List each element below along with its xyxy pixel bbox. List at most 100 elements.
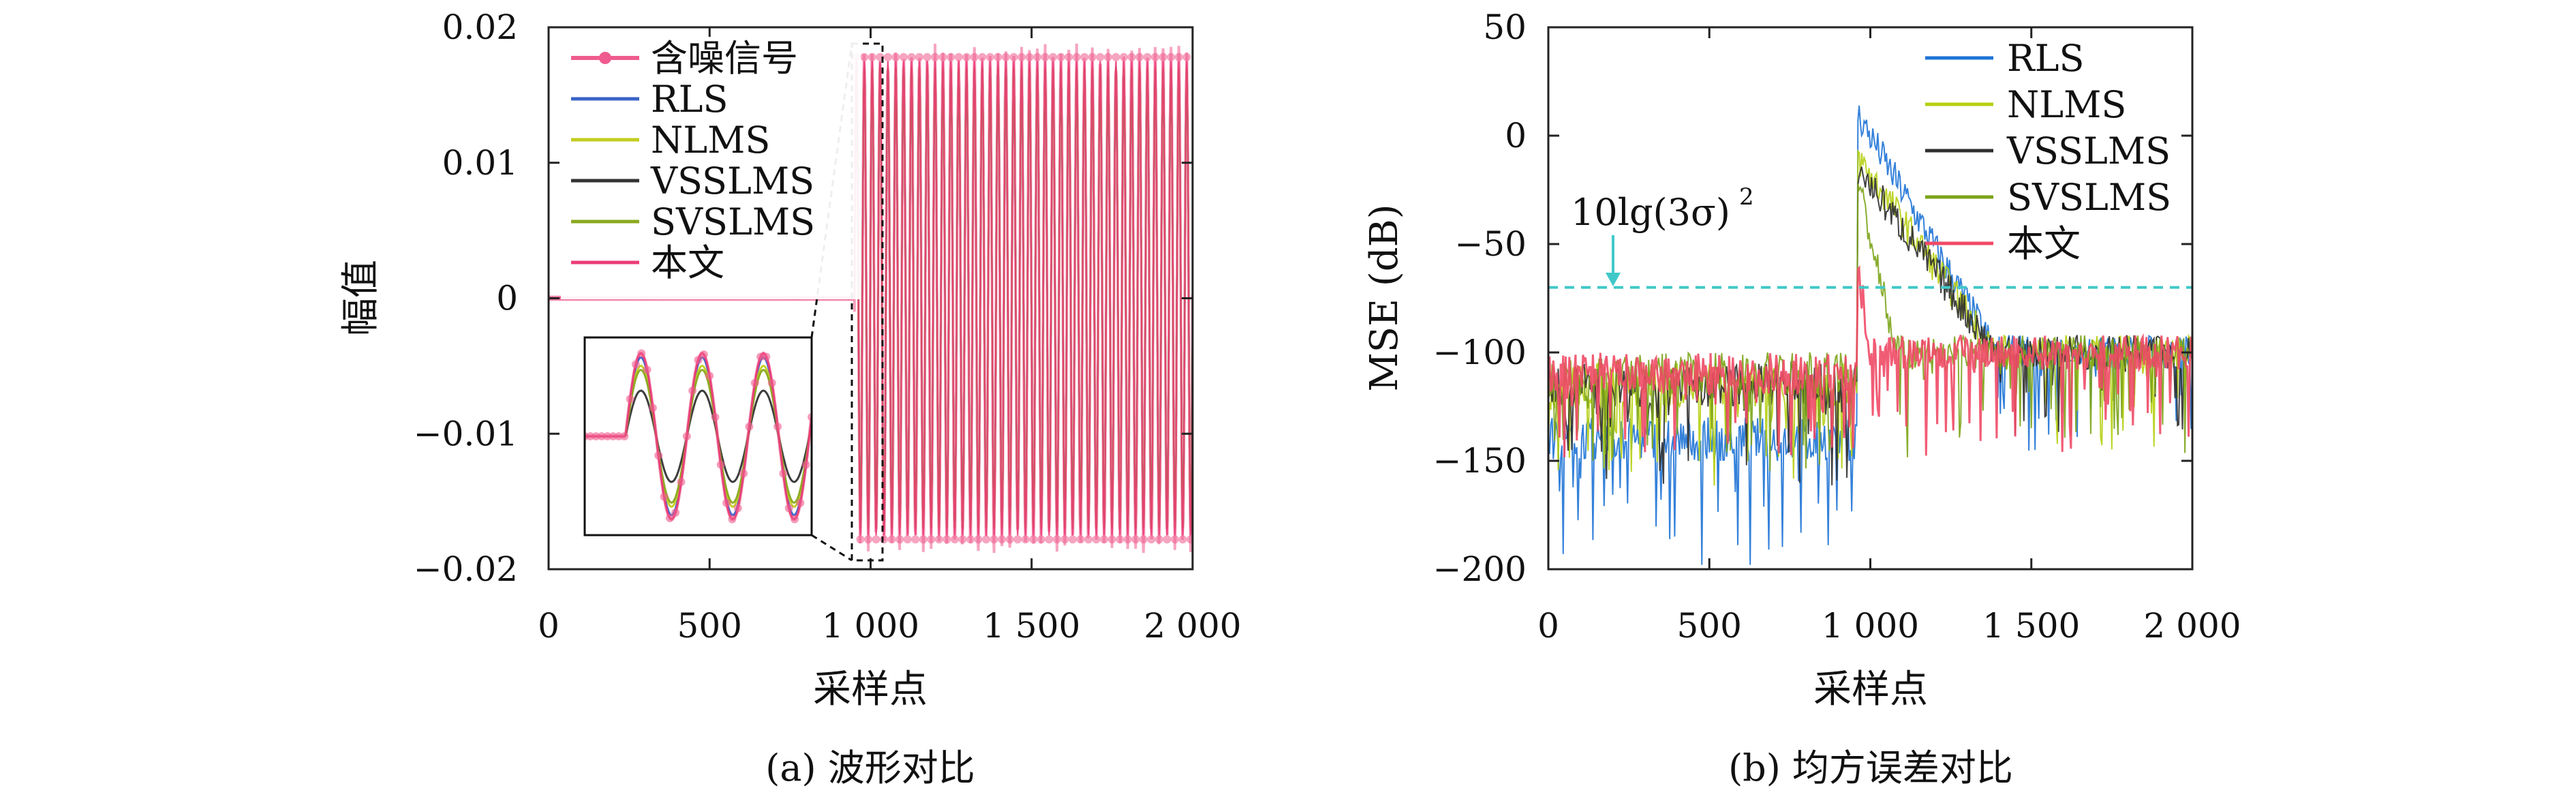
inset-noisy-point bbox=[631, 360, 640, 369]
inset-noisy-point bbox=[626, 395, 634, 404]
panel-a-xtick-label: 2 000 bbox=[1144, 606, 1241, 646]
legend-b-label-nlms: NLMS bbox=[2007, 83, 2126, 126]
panel-a-xtick-label: 0 bbox=[538, 606, 559, 646]
panel-a-xtick-label: 1 500 bbox=[983, 606, 1080, 646]
noisy-point bbox=[1123, 535, 1132, 544]
inset-noisy-point bbox=[767, 378, 776, 387]
noisy-point bbox=[1131, 535, 1140, 544]
noisy-point bbox=[958, 535, 967, 544]
legend-a-entry-noisy: 含噪信号 bbox=[571, 37, 798, 80]
noisy-point bbox=[903, 535, 912, 544]
legend-a-marker-noisy bbox=[599, 52, 611, 64]
legend-a-label-svslms: SVSLMS bbox=[651, 200, 815, 243]
noisy-point bbox=[1163, 535, 1171, 544]
noisy-point bbox=[1154, 535, 1163, 544]
inset-noisy-point bbox=[671, 508, 680, 517]
noisy-point bbox=[1096, 52, 1105, 61]
noisy-point bbox=[985, 52, 994, 61]
noisy-point bbox=[1033, 52, 1042, 61]
panel-a-ytick-label: 0 bbox=[496, 279, 518, 318]
noisy-point bbox=[994, 52, 1002, 61]
noisy-point bbox=[1076, 535, 1085, 544]
panel-a-ytick-label: −0.02 bbox=[414, 549, 518, 589]
inset-noisy-point bbox=[796, 498, 805, 507]
legend-b-entry-vsslms: VSSLMS bbox=[1925, 130, 2171, 172]
noisy-point bbox=[1017, 52, 1026, 61]
noisy-point bbox=[934, 535, 943, 544]
legend-a-entry-rls: RLS bbox=[571, 78, 729, 121]
inset-noisy-point bbox=[728, 515, 737, 524]
inset-noisy-point bbox=[654, 451, 663, 460]
noisy-point bbox=[1103, 52, 1112, 61]
panel-a-caption: (a) 波形对比 bbox=[765, 746, 975, 789]
legend-a-background bbox=[561, 37, 861, 299]
panel-a-xtick-label: 1 000 bbox=[822, 606, 919, 646]
noisy-point bbox=[1186, 535, 1193, 544]
mse-line-vsslms bbox=[1548, 166, 2192, 485]
inset-noisy-point bbox=[791, 515, 799, 524]
series-line-ours bbox=[549, 61, 1193, 536]
panel-b-ytick-label: −50 bbox=[1454, 224, 1527, 264]
noisy-point bbox=[1171, 535, 1180, 544]
noisy-point bbox=[1139, 535, 1148, 544]
panel-b-xlabel: 采样点 bbox=[1813, 667, 1928, 712]
legend-a-entry-vsslms: VSSLMS bbox=[571, 160, 814, 202]
noisy-point bbox=[1088, 52, 1097, 61]
legend-a-label-nlms: NLMS bbox=[651, 119, 770, 162]
inset-noisy-point bbox=[609, 432, 617, 440]
inset-noisy-point bbox=[592, 432, 600, 440]
legend-a-label-rls: RLS bbox=[651, 78, 729, 121]
zoom-box bbox=[850, 42, 884, 562]
inset-noisy-point bbox=[801, 460, 810, 469]
inset-noisy-point bbox=[722, 498, 731, 507]
noisy-point bbox=[883, 52, 892, 61]
noisy-point bbox=[1120, 52, 1129, 61]
panel-b-xtick-label: 1 500 bbox=[1982, 606, 2080, 646]
noisy-point bbox=[982, 535, 991, 544]
legend-b-entry-ours: 本文 bbox=[1925, 222, 2081, 265]
legend-a-label-ours: 本文 bbox=[651, 241, 724, 284]
noisy-point bbox=[1107, 535, 1116, 544]
panel-a-xlabel: 采样点 bbox=[813, 667, 927, 712]
panel-a-ytick-label: 0.02 bbox=[442, 7, 518, 47]
noisy-point bbox=[911, 535, 920, 544]
panel-a: 0 500 1 000 1 500 2 000 0.02 0.01 0 −0.01 −0.02 含… bbox=[339, 7, 1242, 789]
noisy-point bbox=[1069, 535, 1077, 544]
noisy-point bbox=[1037, 535, 1045, 544]
inset-noisy-point bbox=[660, 492, 669, 501]
noisy-point bbox=[1182, 52, 1191, 61]
legend-a-label-noisy: 含噪信号 bbox=[651, 37, 798, 80]
legend-b-label-rls: RLS bbox=[2007, 37, 2085, 80]
noisy-point bbox=[1052, 535, 1061, 544]
panel-a-xtick-label: 500 bbox=[677, 606, 742, 646]
inset-noisy-point bbox=[682, 432, 691, 440]
noisy-point bbox=[860, 52, 869, 61]
noisy-point bbox=[1029, 535, 1038, 544]
noisy-point bbox=[1001, 52, 1010, 61]
noisy-point bbox=[1056, 52, 1065, 61]
noisy-point bbox=[919, 535, 927, 544]
noisy-point bbox=[950, 535, 959, 544]
noisy-point bbox=[998, 535, 1007, 544]
noisy-point bbox=[1045, 535, 1054, 544]
noisy-point bbox=[880, 535, 889, 544]
inset-noisy-point bbox=[677, 477, 686, 486]
noisy-point bbox=[1147, 535, 1156, 544]
panel-a-ytick-label: 0.01 bbox=[442, 143, 518, 183]
threshold-annotation: 10lg(3σ) 2 bbox=[1571, 183, 1754, 286]
noisy-point bbox=[990, 535, 998, 544]
panel-b-plot-area bbox=[1548, 105, 2192, 565]
inset-noisy-point bbox=[586, 432, 595, 440]
noisy-point bbox=[970, 52, 979, 61]
noisy-point bbox=[954, 52, 963, 61]
noisy-point bbox=[923, 52, 932, 61]
annotation-arrow-head bbox=[1606, 273, 1621, 286]
panel-a-ticks: 0 500 1 000 1 500 2 000 0.02 0.01 0 −0.01 −0.02 bbox=[414, 7, 1242, 646]
annotation-superscript: 2 bbox=[1739, 183, 1754, 211]
inset-noisy-point bbox=[779, 469, 788, 478]
noisy-point bbox=[1049, 52, 1058, 61]
inset-noisy-point bbox=[597, 432, 606, 440]
panel-b-ytick-label: −200 bbox=[1433, 549, 1527, 589]
noisy-point bbox=[1041, 52, 1049, 61]
mse-line-rls bbox=[1548, 105, 2192, 565]
